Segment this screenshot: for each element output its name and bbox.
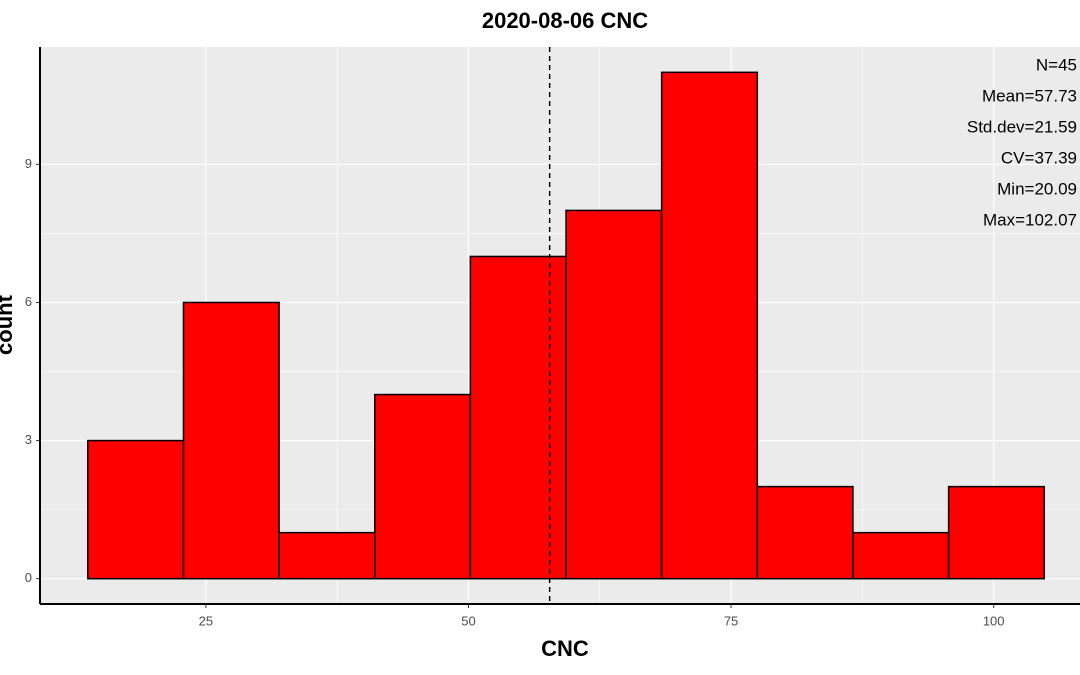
bar: [87, 439, 185, 580]
y-tick-label: 6: [25, 294, 32, 309]
bar: [660, 71, 759, 580]
x-tick-label: 100: [983, 613, 1005, 628]
bar: [469, 255, 567, 580]
chart-title: 2020-08-06 CNC: [482, 8, 648, 33]
stats-annotation: Mean=57.73: [982, 86, 1077, 105]
bar: [947, 485, 1045, 580]
bar: [565, 209, 663, 580]
bar: [374, 393, 472, 580]
x-tick-label: 25: [199, 613, 213, 628]
stats-annotation: Min=20.09: [997, 179, 1077, 198]
stats-annotation: Std.dev=21.59: [967, 117, 1077, 136]
stats-annotation: CV=37.39: [1001, 148, 1077, 167]
y-tick-label: 9: [25, 156, 32, 171]
y-tick-label: 3: [25, 432, 32, 447]
bar: [278, 531, 376, 580]
stats-annotation: N=45: [1036, 55, 1077, 74]
bar: [182, 301, 280, 580]
bar: [852, 531, 950, 580]
x-tick-label: 75: [724, 613, 738, 628]
y-tick-label: 0: [25, 570, 32, 585]
x-axis-label: CNC: [541, 636, 589, 661]
bar: [756, 485, 854, 580]
y-axis-label: count: [0, 294, 17, 355]
stats-annotation: Max=102.07: [983, 210, 1077, 229]
x-tick-label: 50: [461, 613, 475, 628]
